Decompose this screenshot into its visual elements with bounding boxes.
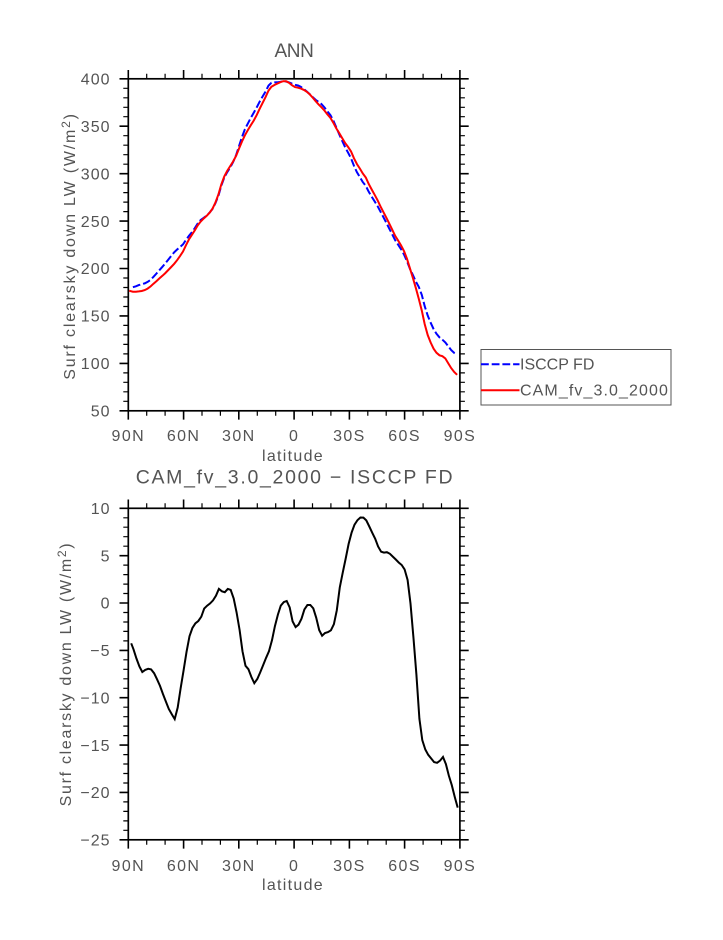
svg-text:30S: 30S <box>333 858 366 875</box>
svg-text:CAM_fv_3.0_2000: CAM_fv_3.0_2000 <box>520 383 669 400</box>
svg-text:latitude: latitude <box>262 448 324 465</box>
svg-text:ANN: ANN <box>275 41 314 62</box>
svg-text:30S: 30S <box>333 428 366 445</box>
svg-text:250: 250 <box>81 214 111 231</box>
svg-text:−15: −15 <box>80 738 110 755</box>
svg-text:350: 350 <box>81 119 111 136</box>
svg-text:−10: −10 <box>80 690 110 707</box>
svg-text:0: 0 <box>101 596 111 613</box>
svg-text:90N: 90N <box>112 428 146 445</box>
svg-text:50: 50 <box>91 404 111 421</box>
svg-text:60S: 60S <box>388 428 421 445</box>
svg-text:30N: 30N <box>222 858 256 875</box>
svg-text:30N: 30N <box>222 428 256 445</box>
svg-text:90S: 90S <box>444 858 477 875</box>
svg-text:60S: 60S <box>388 858 421 875</box>
svg-text:0: 0 <box>289 858 299 875</box>
svg-text:150: 150 <box>81 309 111 326</box>
svg-text:Surf clearsky down LW (W/m2): Surf clearsky down LW (W/m2) <box>59 112 79 380</box>
svg-text:10: 10 <box>91 501 111 518</box>
svg-text:60N: 60N <box>167 428 201 445</box>
svg-text:CAM_fv_3.0_2000 − ISCCP FD: CAM_fv_3.0_2000 − ISCCP FD <box>136 467 455 489</box>
svg-text:400: 400 <box>81 72 111 89</box>
svg-text:90S: 90S <box>444 428 477 445</box>
svg-text:−5: −5 <box>90 643 110 660</box>
svg-text:Surf clearsky down LW (W/m2): Surf clearsky down LW (W/m2) <box>55 542 75 807</box>
svg-text:300: 300 <box>81 166 111 183</box>
svg-text:−20: −20 <box>80 785 110 802</box>
svg-text:5: 5 <box>101 548 111 565</box>
svg-text:100: 100 <box>81 356 111 373</box>
svg-text:−25: −25 <box>80 833 110 850</box>
svg-text:ISCCP FD: ISCCP FD <box>520 357 594 374</box>
svg-text:200: 200 <box>81 261 111 278</box>
svg-text:latitude: latitude <box>262 877 324 894</box>
svg-text:90N: 90N <box>112 858 146 875</box>
svg-text:0: 0 <box>289 428 299 445</box>
svg-text:60N: 60N <box>167 858 201 875</box>
